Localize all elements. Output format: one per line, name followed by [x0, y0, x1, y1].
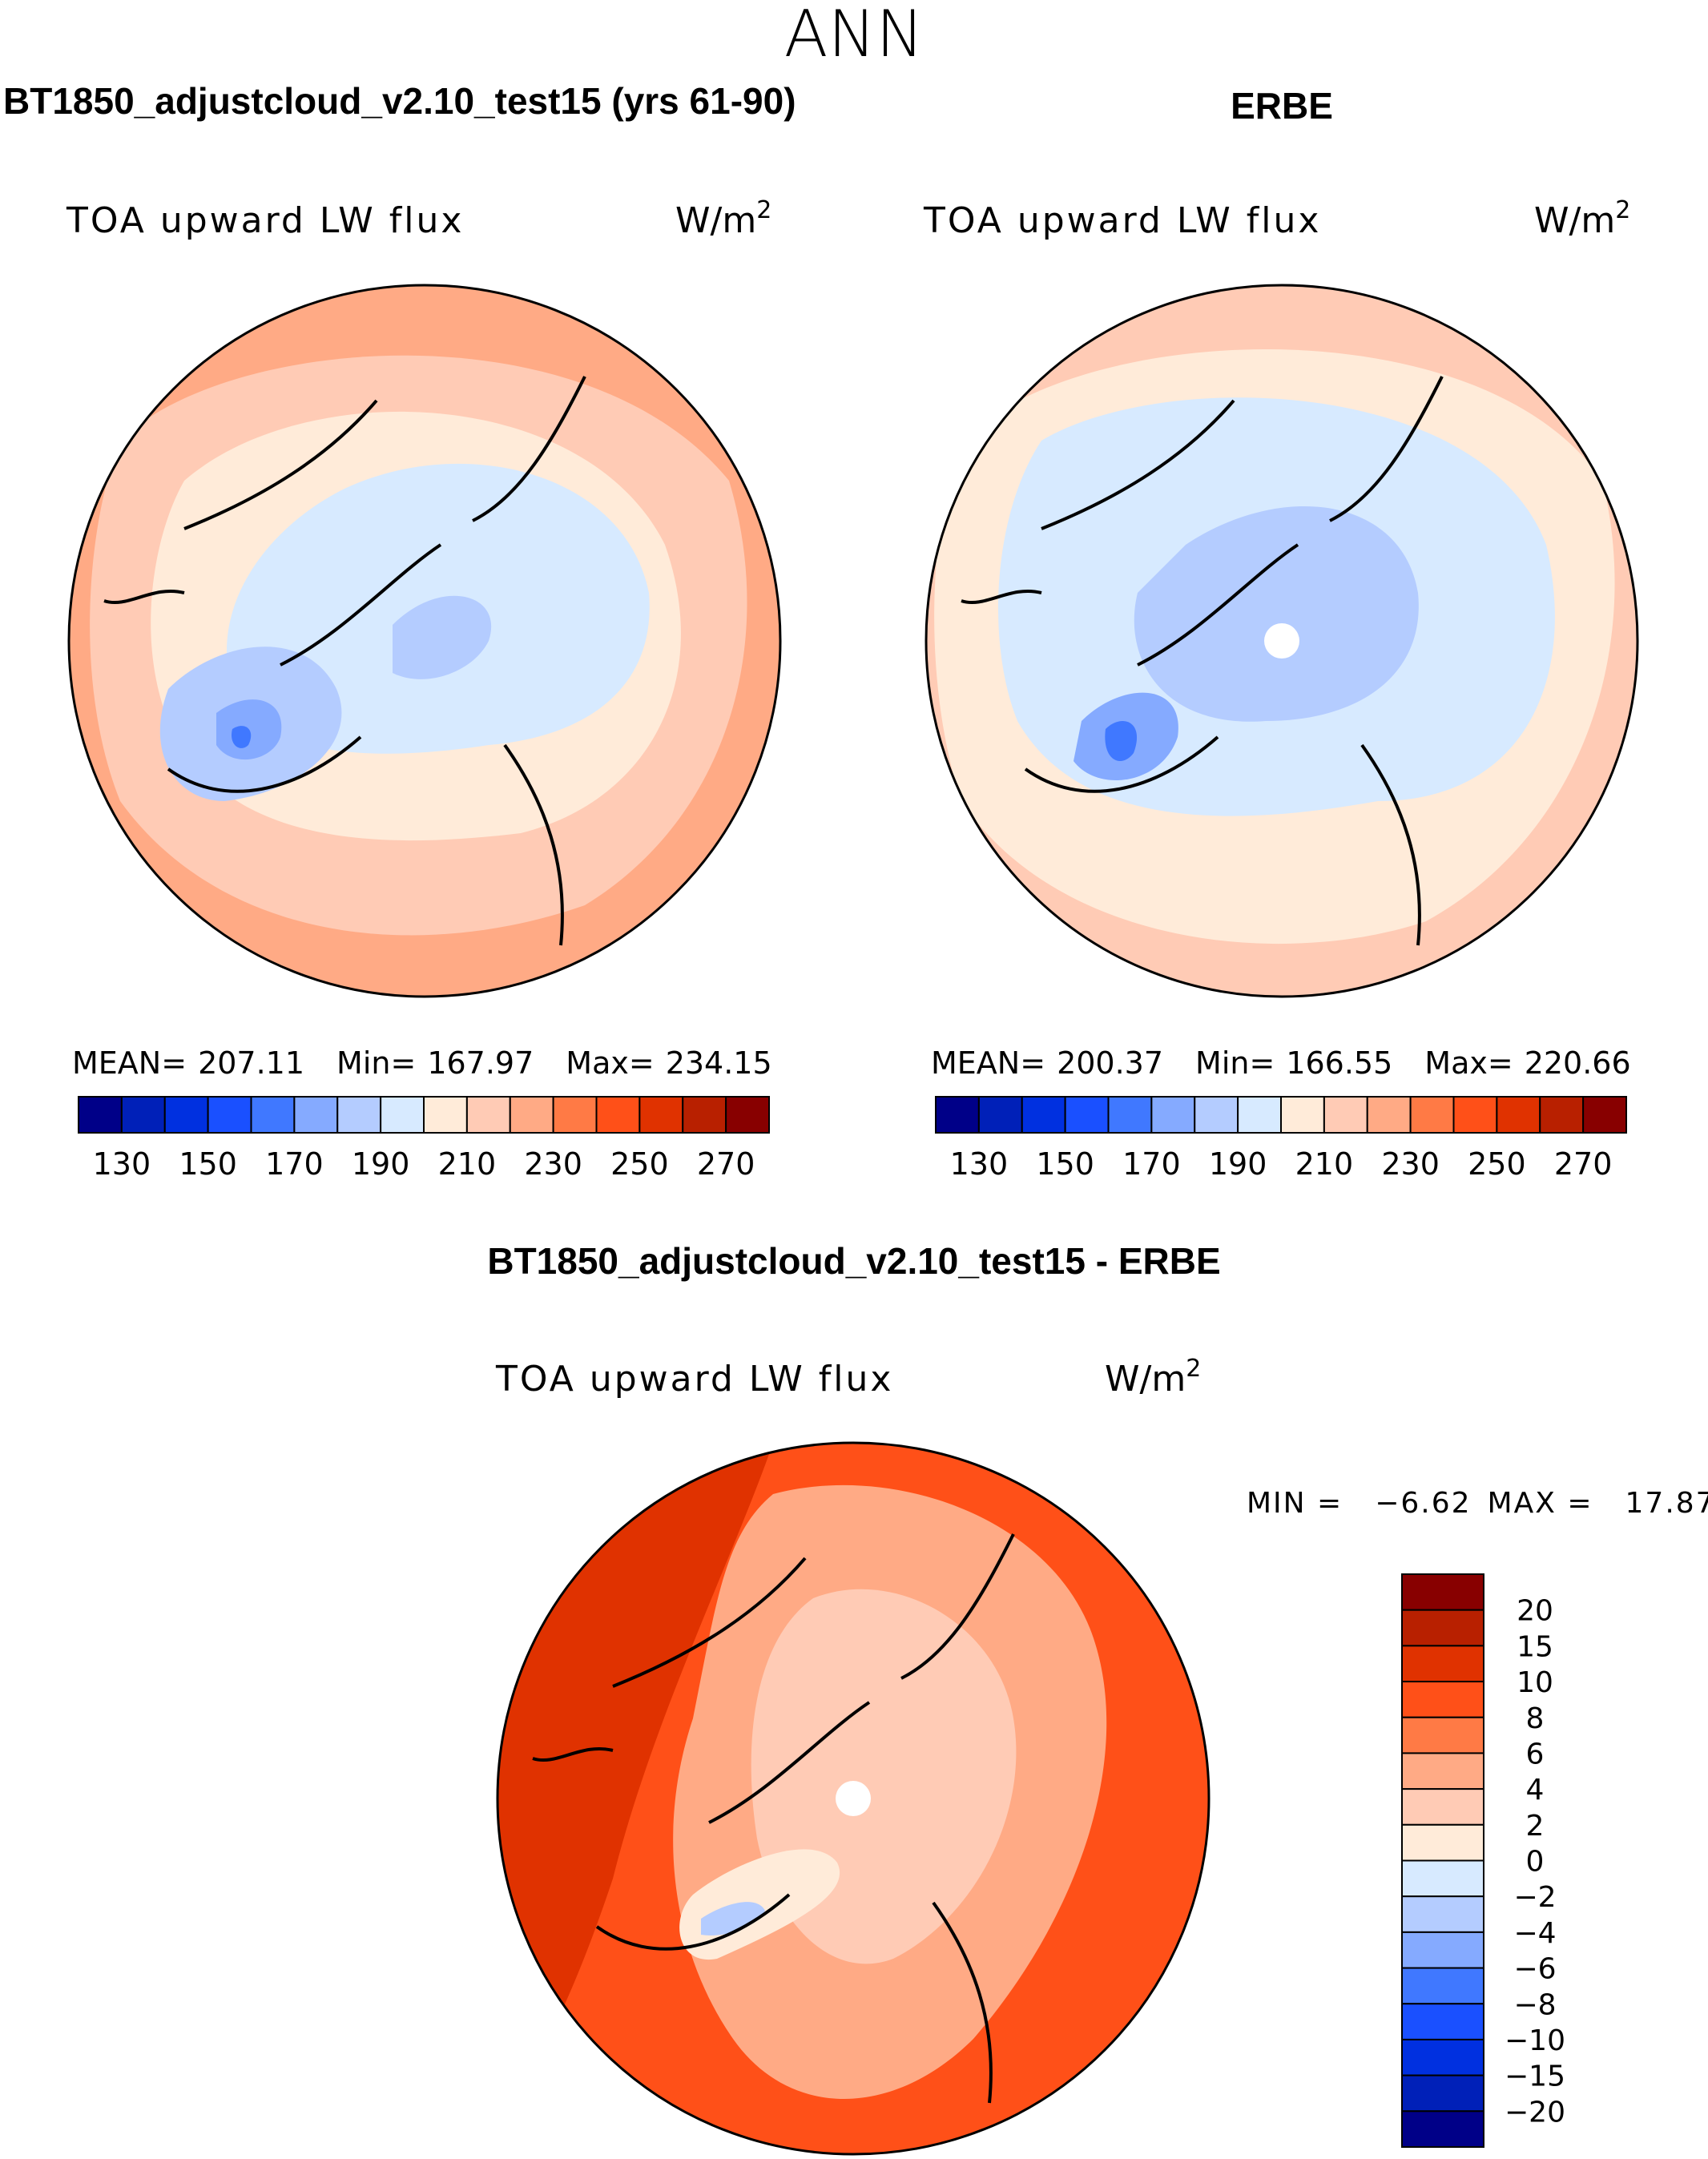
colorbar-tick-label: 210	[438, 1146, 497, 1182]
colorbar-box	[1401, 1788, 1484, 1826]
colorbar-tick-label: 270	[1554, 1146, 1613, 1182]
panel1-variable: TOA upward LW flux	[66, 200, 464, 241]
colorbar-tick-label: 2	[1526, 1810, 1545, 1843]
colorbar-box	[1401, 1931, 1484, 1969]
colorbar-tick-label: 0	[1526, 1846, 1545, 1879]
colorbar-box	[1409, 1096, 1455, 1134]
panel2-units: W/m2	[1534, 196, 1630, 241]
colorbar-tick-label: 15	[1517, 1630, 1553, 1663]
colorbar-box	[1366, 1096, 1412, 1134]
colorbar-box	[1401, 1895, 1484, 1933]
colorbar-box	[423, 1096, 468, 1134]
colorbar-box	[1150, 1096, 1196, 1134]
colorbar-box	[1194, 1096, 1239, 1134]
colorbar-tick-label: −20	[1505, 2096, 1565, 2129]
colorbar-box	[1237, 1096, 1282, 1134]
colorbar-tick-label: 250	[1468, 1146, 1526, 1182]
panel3-units: W/m2	[1105, 1355, 1201, 1400]
panel2-stats: MEAN= 200.37 Min= 166.55 Max= 220.66	[931, 1045, 1631, 1081]
colorbar-box	[1401, 1716, 1484, 1754]
colorbar-tick-label: −8	[1513, 1988, 1556, 2021]
panel3-stats: MIN = −6.62 MAX = 17.87	[1247, 1487, 1708, 1520]
colorbar-box	[1401, 2003, 1484, 2040]
colorbar-tick-label: −2	[1513, 1881, 1556, 1914]
panel1-colorbar: 130 150 170 190 210 230 250 270	[78, 1096, 770, 1182]
colorbar-box	[1582, 1096, 1627, 1134]
colorbar-tick-label: 230	[524, 1146, 582, 1182]
panel3-title: BT1850_adjustcloud_v2.10_test15 - ERBE	[487, 1240, 1220, 1282]
colorbar-box	[1401, 1823, 1484, 1862]
panel3-variable: TOA upward LW flux	[495, 1359, 893, 1400]
panel1-stats: MEAN= 207.11 Min= 167.97 Max= 234.15	[72, 1045, 772, 1081]
colorbar-box	[1401, 1681, 1484, 1718]
colorbar-tick-label: 130	[93, 1146, 151, 1182]
colorbar-tick-label: 190	[1209, 1146, 1267, 1182]
panel2-variable: TOA upward LW flux	[923, 200, 1321, 241]
colorbar-box	[1401, 1859, 1484, 1898]
colorbar-box	[1401, 1967, 1484, 2005]
colorbar-tick-label: −10	[1505, 2024, 1565, 2057]
colorbar-box	[1401, 2074, 1484, 2113]
colorbar-box	[682, 1096, 727, 1134]
panel1-units: W/m2	[675, 196, 771, 241]
colorbar-tick-label: 270	[697, 1146, 755, 1182]
panel1-map	[67, 284, 782, 998]
colorbar-tick-label: 10	[1517, 1666, 1553, 1699]
colorbar-box	[1401, 2110, 1484, 2148]
colorbar-box	[207, 1096, 252, 1134]
colorbar-tick-label: 230	[1381, 1146, 1440, 1182]
colorbar-box	[977, 1096, 1023, 1134]
colorbar-box	[1323, 1096, 1368, 1134]
colorbar-box	[1401, 2038, 1484, 2076]
colorbar-box	[1064, 1096, 1110, 1134]
colorbar-box	[1107, 1096, 1153, 1134]
colorbar-tick-label: 210	[1295, 1146, 1354, 1182]
colorbar-box	[78, 1096, 123, 1134]
colorbar-tick-label: −15	[1505, 2060, 1565, 2093]
colorbar-tick-label: 130	[950, 1146, 1009, 1182]
colorbar-box	[293, 1096, 339, 1134]
colorbar-tick-label: 190	[352, 1146, 410, 1182]
panel2-title: ERBE	[1231, 85, 1333, 127]
colorbar-tick-label: 170	[1122, 1146, 1181, 1182]
page-title: ANN	[784, 0, 924, 71]
colorbar-box	[465, 1096, 511, 1134]
colorbar-box	[250, 1096, 296, 1134]
panel2-map	[924, 284, 1639, 998]
colorbar-box	[120, 1096, 166, 1134]
colorbar-box	[380, 1096, 425, 1134]
colorbar-box	[163, 1096, 209, 1134]
colorbar-tick-label: 20	[1517, 1595, 1553, 1628]
colorbar-box	[1496, 1096, 1541, 1134]
colorbar-box	[935, 1096, 980, 1134]
colorbar-box	[1452, 1096, 1498, 1134]
panel2-colorbar: 130 150 170 190 210 230 250 270	[935, 1096, 1627, 1182]
colorbar-tick-label: 250	[610, 1146, 669, 1182]
colorbar-box	[509, 1096, 554, 1134]
colorbar-box	[725, 1096, 770, 1134]
colorbar-box	[638, 1096, 684, 1134]
colorbar-tick-label: 4	[1526, 1774, 1545, 1807]
panel3-map	[496, 1441, 1211, 2156]
colorbar-tick-label: 170	[265, 1146, 324, 1182]
colorbar-box	[1539, 1096, 1585, 1134]
colorbar-tick-label: −6	[1513, 1953, 1556, 1986]
colorbar-box	[336, 1096, 382, 1134]
colorbar-tick-label: 6	[1526, 1738, 1545, 1770]
colorbar-box	[595, 1096, 641, 1134]
panel1-title: BT1850_adjustcloud_v2.10_test15 (yrs 61-…	[3, 80, 796, 122]
colorbar-tick-label: 150	[1036, 1146, 1094, 1182]
colorbar-box	[1401, 1645, 1484, 1683]
colorbar-tick-label: 8	[1526, 1702, 1545, 1735]
colorbar-box	[1401, 1609, 1484, 1647]
colorbar-box	[1021, 1096, 1066, 1134]
colorbar-box	[1401, 1573, 1484, 1611]
colorbar-tick-label: −4	[1513, 1917, 1556, 1950]
colorbar-box	[552, 1096, 598, 1134]
colorbar-tick-label: 150	[179, 1146, 237, 1182]
colorbar-box	[1280, 1096, 1325, 1134]
colorbar-box	[1401, 1752, 1484, 1790]
